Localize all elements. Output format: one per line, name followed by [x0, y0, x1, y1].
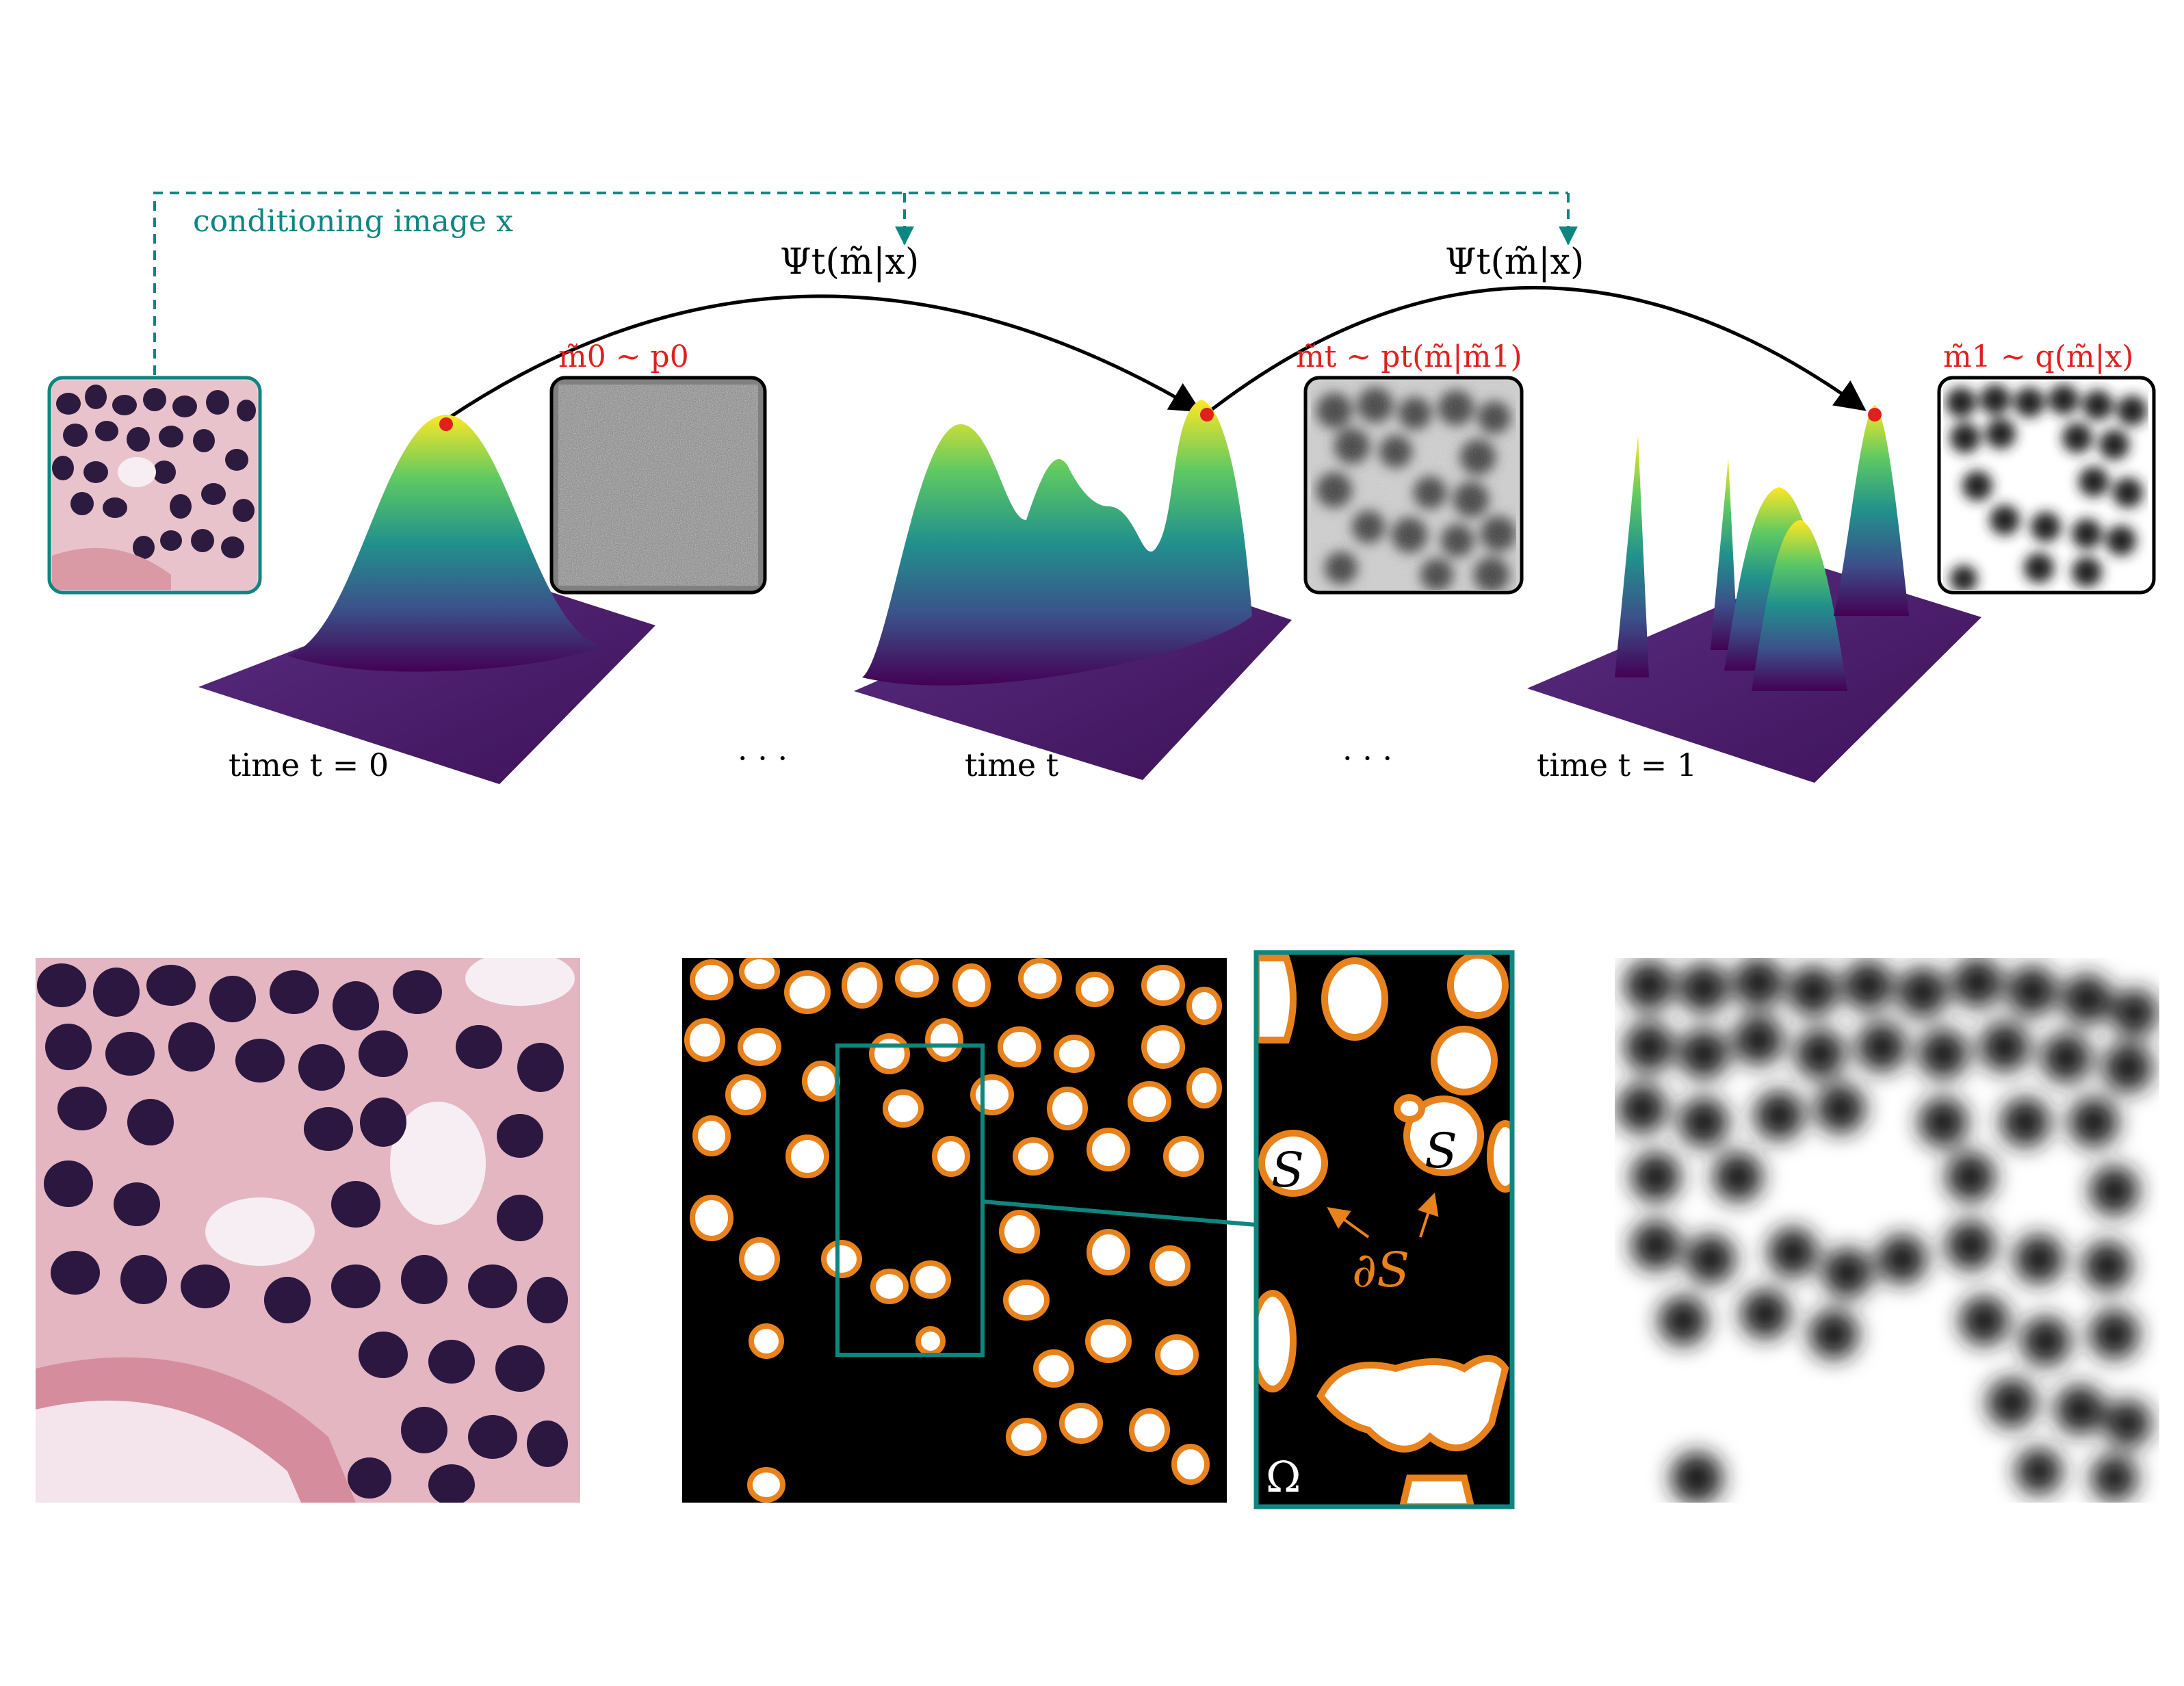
surface-plot-t — [854, 400, 1292, 780]
flow-arrow-right — [1206, 286, 1867, 415]
time-label-t1: time t = 1 — [1537, 747, 1697, 783]
conditioning-label: conditioning image x — [193, 204, 513, 239]
sample-point-t — [1200, 408, 1214, 422]
surface-plot-t0 — [198, 415, 655, 784]
surface-plot-t1 — [1527, 405, 1981, 783]
boundary-label: ∂S — [1352, 1242, 1409, 1298]
time-label-t: time t — [965, 747, 1059, 783]
distance-map-image — [1615, 958, 2159, 1503]
distance-map-thumbnail — [1937, 376, 2156, 595]
ellipsis-left: · · · — [738, 740, 788, 777]
boundary-arrow-right — [1417, 1192, 1439, 1238]
binary-mask-image — [682, 958, 1227, 1503]
histology-image — [36, 958, 580, 1503]
mt-label: m̃t ∼ pt(m̃|m̃1) — [1296, 339, 1522, 374]
m1-label: m̃1 ∼ q(m̃|x) — [1943, 339, 2133, 374]
sample-point-t1 — [1868, 408, 1882, 422]
conditioning-dashed-path — [153, 192, 1578, 375]
noise-mask-thumbnail — [549, 376, 767, 595]
zoom-region-box — [835, 1043, 985, 1357]
conditioning-image-thumbnail — [47, 376, 262, 595]
zoomed-mask-inset — [1253, 950, 1515, 1509]
psi-label-left: Ψt(m̃|x) — [780, 242, 919, 283]
intermediate-mask-thumbnail — [1303, 376, 1524, 595]
set-label-right: S — [1425, 1123, 1457, 1179]
ellipsis-right: · · · — [1342, 740, 1392, 777]
time-label-t0: time t = 0 — [229, 747, 389, 783]
sample-point-t0 — [439, 417, 453, 431]
flow-arrow-left — [446, 294, 1201, 421]
boundary-arrow-left — [1327, 1207, 1370, 1238]
zoom-connector — [982, 1199, 1257, 1227]
set-label-left: S — [1271, 1142, 1304, 1198]
m0-label: m̃0 ∼ p0 — [558, 339, 689, 374]
psi-label-right: Ψt(m̃|x) — [1445, 242, 1584, 283]
domain-omega-label: Ω — [1266, 1452, 1301, 1502]
